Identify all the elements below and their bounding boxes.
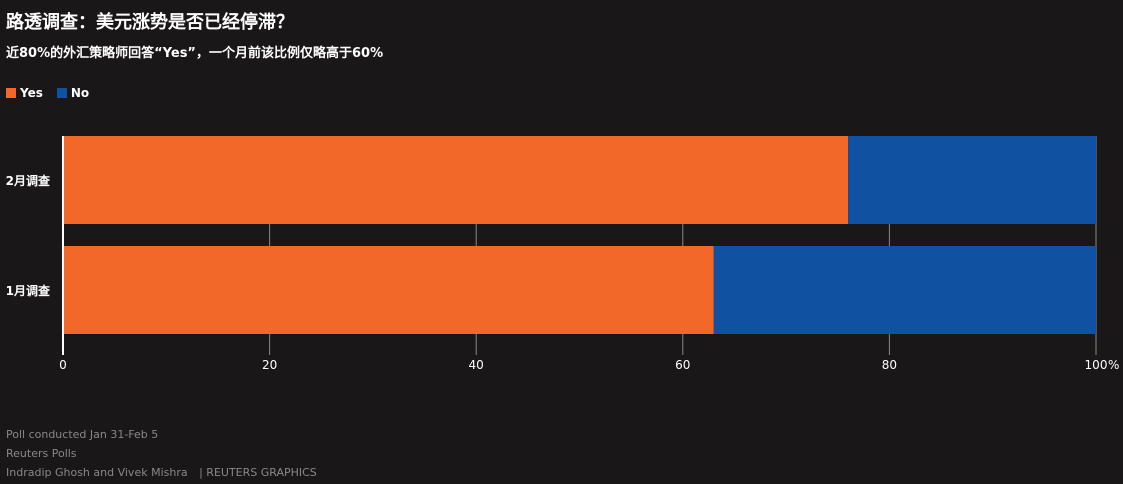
category-label-1: 1月调查 <box>6 283 51 298</box>
x-tick-label-2: 40 <box>469 358 484 372</box>
category-label-0: 2月调查 <box>6 173 51 188</box>
bar-yes-0 <box>63 136 849 224</box>
footer-authors: Indradip Ghosh and Vivek Mishra <box>6 466 188 479</box>
bar-yes-1 <box>63 246 714 334</box>
x-tick-label-3: 60 <box>675 358 690 372</box>
bar-chart: 2月调查 1月调查 0 20 40 60 80 100% <box>6 136 1119 372</box>
legend-swatch-yes <box>6 88 16 98</box>
legend-item-no: No <box>56 86 90 100</box>
footer-credits: Indradip Ghosh and Vivek Mishra | REUTER… <box>6 463 317 482</box>
legend-label-no: No <box>70 86 90 100</box>
chart-title: 路透调查：美元涨势是否已经停滞？ <box>6 12 294 33</box>
bar-no-1 <box>713 246 1096 334</box>
footer: Poll conducted Jan 31-Feb 5 Reuters Poll… <box>6 425 317 482</box>
legend-swatch-no <box>56 88 67 98</box>
x-axis-unit: % <box>1108 358 1119 372</box>
footer-source: Reuters Polls <box>6 447 77 460</box>
x-tick-label-1: 20 <box>262 358 277 372</box>
x-tick-label-0: 0 <box>59 358 67 372</box>
legend: Yes No <box>6 86 89 100</box>
chart-subtitle: 近80%的外汇策略师回答“Yes”，一个月前该比例仅略高于60% <box>6 46 384 61</box>
footer-graphics: | REUTERS GRAPHICS <box>199 466 317 479</box>
x-tick-label-4: 80 <box>882 358 897 372</box>
legend-label-yes: Yes <box>20 86 43 100</box>
legend-item-yes: Yes <box>6 86 43 100</box>
footer-poll-date: Poll conducted Jan 31-Feb 5 <box>6 428 159 441</box>
x-tick-label-5: 100 <box>1085 358 1108 372</box>
bar-no-0 <box>848 136 1096 224</box>
